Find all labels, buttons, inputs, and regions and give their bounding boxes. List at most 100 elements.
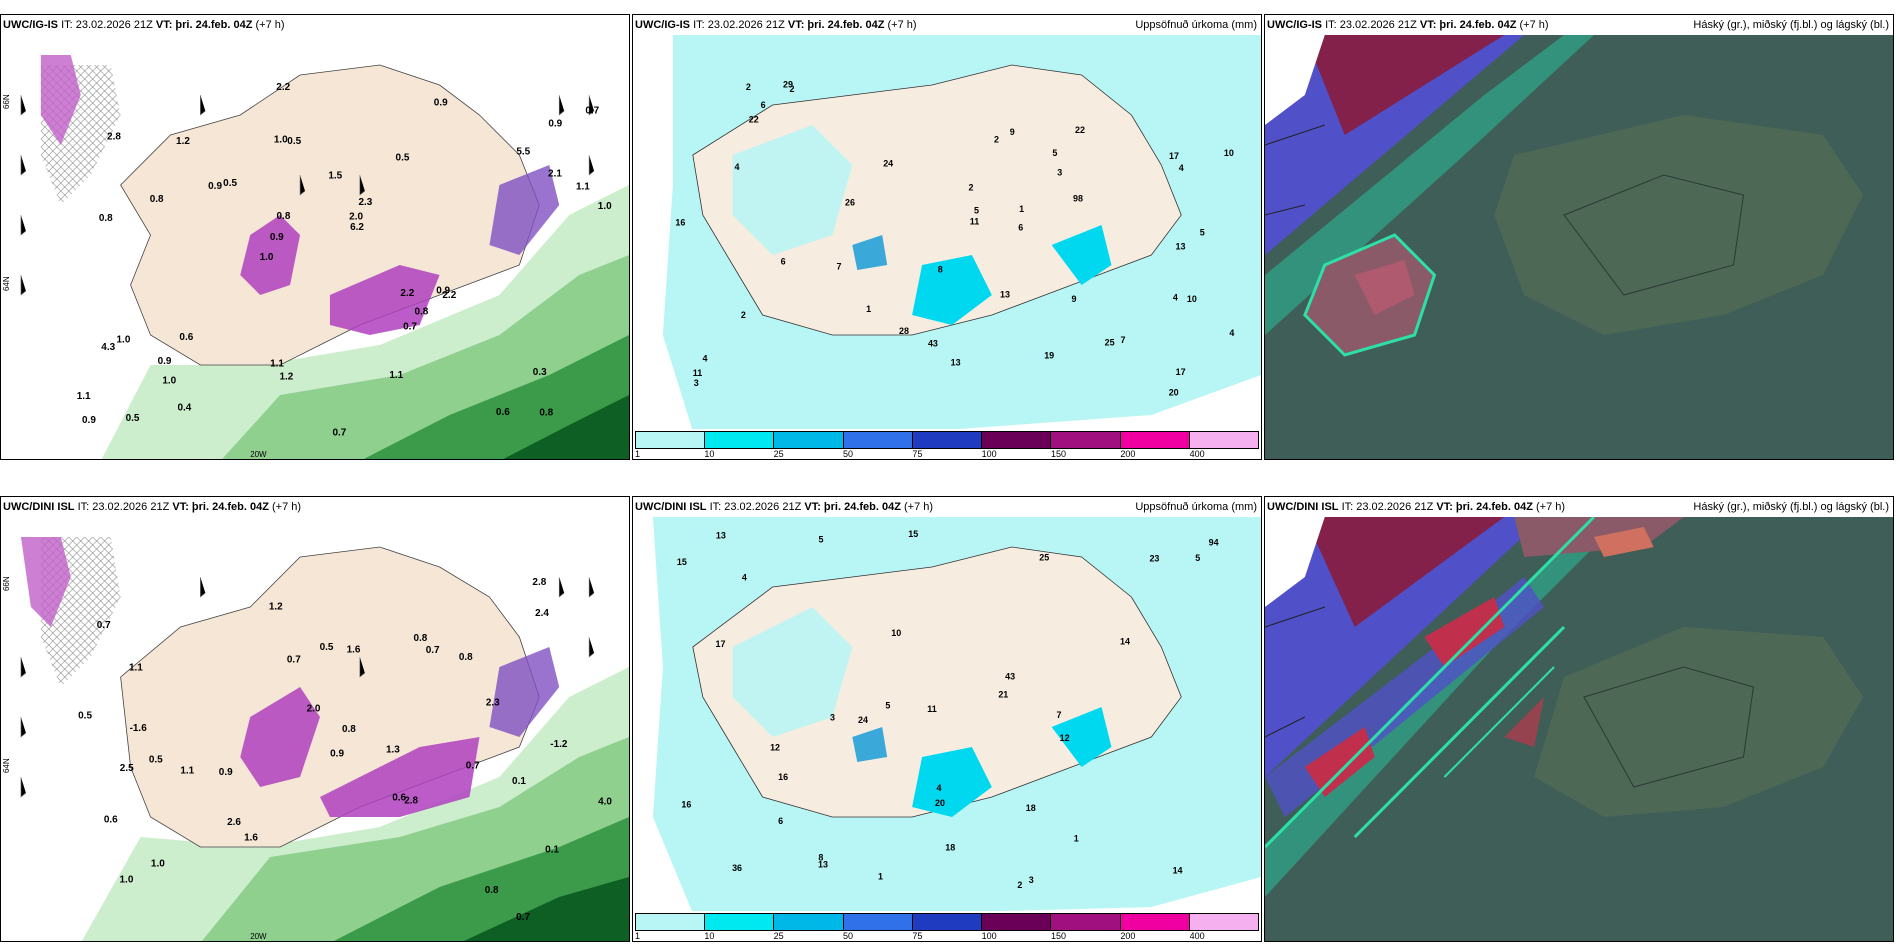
colorbar-tick-label: 200 xyxy=(1120,931,1136,941)
colorbar-swatch xyxy=(705,914,775,930)
valid-time: VT: þri. 24.feb. 04Z xyxy=(155,19,253,31)
map-value-label: 3 xyxy=(694,378,699,388)
colorbar-tick-label: 75 xyxy=(912,449,923,459)
map-value-label: 0.8 xyxy=(539,407,553,418)
map-value-label: 2.8 xyxy=(404,795,418,806)
colorbar-swatch xyxy=(636,432,706,448)
map-value-label: 0.6 xyxy=(179,332,193,343)
precip-map: 2 1 4 4 9 7 2 3 10 4 2 13 13 13 2 28 20 17 17 9 6 22 26 24 29 16 2… xyxy=(633,35,1261,431)
axis-label-20w: 20W xyxy=(250,450,267,459)
map-value-label: 2.8 xyxy=(107,131,121,142)
map-value-label: 2.6 xyxy=(227,817,241,828)
colorbar-swatch xyxy=(774,914,844,930)
cloud-map xyxy=(1265,517,1893,941)
map-value-label: 25 xyxy=(1039,553,1049,563)
map-value-label: 20 xyxy=(1169,387,1179,397)
map-value-label: 94 xyxy=(1209,537,1219,547)
map-value-label: 22 xyxy=(1075,125,1085,135)
map-value-label: 1.0 xyxy=(162,376,176,387)
icing-map: 0.8 0.8 0.9 1.0 0.5 0.5 1.0 1.5 1.0 0.5 1.1 1.0 0.5 2… xyxy=(1,35,629,459)
map-value-label: 4 xyxy=(937,783,942,793)
map-value-label: 15 xyxy=(908,529,918,539)
axis-label-66n: 66N xyxy=(2,94,11,109)
map-value-label: 1.0 xyxy=(260,252,274,263)
lead-time: (+7 h) xyxy=(1519,19,1549,31)
map-value-label: 4 xyxy=(1173,293,1178,303)
precip-title: Uppsöfnuð úrkoma (mm) xyxy=(1135,19,1257,31)
init-time: IT: 23.02.2026 21Z xyxy=(693,19,785,31)
map-value-label: 1.0 xyxy=(598,201,612,212)
map-value-label: 0.3 xyxy=(533,367,547,378)
map-value-label: 16 xyxy=(681,800,691,810)
cloud-title: Háský (gr.), miðský (fj.bl.) og lágský (… xyxy=(1693,19,1889,31)
map-value-label: 11 xyxy=(693,368,702,378)
colorbar-tick-label: 10 xyxy=(704,931,715,941)
colorbar: 1 10 25 50 75 100 150 200 400 xyxy=(633,429,1261,459)
map-value-label: 6 xyxy=(778,816,783,826)
map-value-label: 23 xyxy=(1149,553,1159,563)
map-value-label: 0.7 xyxy=(403,321,417,332)
map-value-label: 0.7 xyxy=(287,654,301,665)
colorbar-tick-label: 50 xyxy=(843,449,854,459)
map-value-label: 2.4 xyxy=(535,608,549,619)
map-value-label: 2.1 xyxy=(548,169,562,180)
colorbar-tick-label: 400 xyxy=(1189,449,1205,459)
map-value-label: 1.1 xyxy=(576,182,590,193)
map-value-label: 0.8 xyxy=(150,194,164,205)
colorbar-swatch xyxy=(912,432,983,448)
axis-label-20w: 20W xyxy=(250,932,267,941)
map-value-label: -1.6 xyxy=(130,723,148,734)
map-value-label: 0.8 xyxy=(414,307,428,318)
map-value-label: 1 xyxy=(878,871,883,881)
map-value-label: 1.1 xyxy=(270,359,284,370)
map-value-label: 9 xyxy=(1072,294,1077,304)
colorbar-tick-label: 1 xyxy=(635,931,641,941)
map-value-label: 2.2 xyxy=(400,288,414,299)
map-value-label: 18 xyxy=(1026,803,1036,813)
map-value-label: 43 xyxy=(1005,671,1015,681)
map-value-label: 1.5 xyxy=(328,171,342,182)
map-value-label: 3 xyxy=(1029,875,1034,885)
map-value-label: 25 xyxy=(1105,338,1115,348)
precip-map: 1 2 8 1 5 4 3 14 15 10 23 18 5 20 25 21 17 13 24 15 18 94 43 36… xyxy=(633,517,1261,913)
map-value-label: 1.1 xyxy=(180,765,194,776)
map-value-label: 0.9 xyxy=(330,748,344,759)
map-value-label: 0.5 xyxy=(78,710,92,721)
colorbar-tick-label: 25 xyxy=(773,449,784,459)
map-value-label: 15 xyxy=(677,557,687,567)
map-value-label: 2 xyxy=(790,84,795,94)
panel-header: UWC/IG-IS IT: 23.02.2026 21Z VT: þri. 24… xyxy=(633,15,1261,35)
map-value-label: 29 xyxy=(783,79,793,89)
valid-time: VT: þri. 24.feb. 04Z xyxy=(1419,19,1517,31)
map-value-label: 4 xyxy=(1179,163,1184,173)
map-value-label: 0.9 xyxy=(434,97,448,108)
map-value-label: 0.8 xyxy=(342,724,356,735)
cloud-title: Háský (gr.), miðský (fj.bl.) og lágský (… xyxy=(1693,501,1889,513)
map-value-label: 10 xyxy=(1224,148,1234,158)
axis-label-64n: 64N xyxy=(2,276,11,291)
map-value-label: 0.7 xyxy=(585,106,599,117)
map-value-label: 1.2 xyxy=(269,601,283,612)
map-value-label: 6 xyxy=(781,256,786,266)
colorbar-swatch xyxy=(705,432,775,448)
map-value-label: 0.6 xyxy=(104,814,118,825)
valid-time: VT: þri. 24.feb. 04Z xyxy=(804,501,901,513)
map-value-label: 0.5 xyxy=(396,152,410,163)
colorbar-swatch xyxy=(1189,914,1258,930)
model-name: UWC/IG-IS xyxy=(635,19,690,31)
lead-time: (+7 h) xyxy=(1536,501,1566,513)
map-value-label: 36 xyxy=(732,863,742,873)
map-value-label: 0.9 xyxy=(436,285,450,296)
precip-panel-row1: UWC/IG-IS IT: 23.02.2026 21Z VT: þri. 24… xyxy=(632,14,1262,460)
colorbar-swatch xyxy=(982,914,1052,930)
map-value-label: 9 xyxy=(1010,127,1015,137)
map-value-label: 2 xyxy=(969,182,974,192)
lead-time: (+7 h) xyxy=(272,501,302,513)
map-value-label: 11 xyxy=(970,217,979,227)
map-value-label: 4 xyxy=(702,354,707,364)
map-value-label: 0.1 xyxy=(545,845,559,856)
map-value-label: 11 xyxy=(927,704,936,714)
map-value-label: 98 xyxy=(1073,193,1083,203)
map-value-label: 13 xyxy=(818,859,828,869)
init-time: IT: 23.02.2026 21Z xyxy=(61,19,153,31)
